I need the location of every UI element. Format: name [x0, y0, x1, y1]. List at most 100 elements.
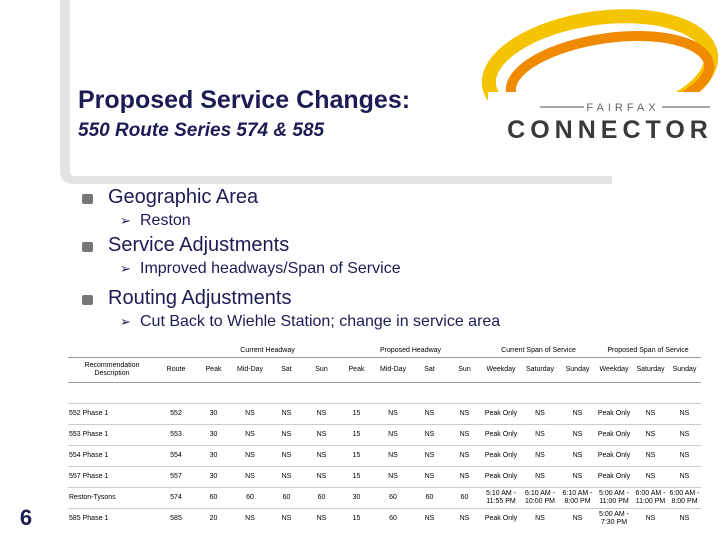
table-cell: NS	[269, 508, 304, 529]
table-cell: NS	[447, 403, 482, 425]
logo-top: FAIRFAX	[586, 102, 659, 114]
table-cell: 585 Phase 1	[68, 508, 156, 529]
service-table: Current Headway Proposed Headway Current S…	[68, 345, 701, 529]
table-cell: NS	[412, 508, 447, 529]
table-cell: Peak Only	[482, 424, 520, 446]
table-cell: NS	[231, 466, 269, 488]
table-cell: NS	[520, 508, 560, 529]
table-cell: NS	[447, 508, 482, 529]
decor: FAIRFAX CONNECTOR	[60, 0, 720, 184]
table-cell: 60	[196, 487, 231, 509]
table-cell: 60	[231, 487, 269, 509]
table-cell: 6:10 AM - 10:00 PM	[520, 487, 560, 509]
column-header: Mid-Day	[231, 357, 269, 383]
table-cell: Peak Only	[482, 466, 520, 488]
table-cell: Peak Only	[482, 445, 520, 467]
table-cell: NS	[374, 466, 412, 488]
table-cell: NS	[374, 424, 412, 446]
table-cell: NS	[520, 445, 560, 467]
table-cell: NS	[560, 445, 595, 467]
table-cell: 553	[156, 424, 196, 446]
table-cell: 15	[339, 508, 374, 529]
table-cell: NS	[269, 466, 304, 488]
bullet-text: Routing Adjustments	[108, 287, 292, 309]
bullet-icon	[82, 295, 93, 305]
table-cell: 554 Phase 1	[68, 445, 156, 467]
column-header: Sat	[412, 357, 447, 383]
table-cell: NS	[560, 403, 595, 425]
table-cell: NS	[374, 445, 412, 467]
table-cell: NS	[412, 466, 447, 488]
table-cell: 15	[339, 445, 374, 467]
table-cell: 557	[156, 466, 196, 488]
table-cell: NS	[374, 403, 412, 425]
table-cell: NS	[520, 424, 560, 446]
group-row: Current Headway Proposed Headway Current S…	[68, 345, 701, 358]
table-cell: NS	[304, 445, 339, 467]
column-header: Weekday	[595, 357, 633, 383]
table-cell: NS	[269, 445, 304, 467]
column-header: Peak	[339, 357, 374, 383]
table-cell: NS	[633, 508, 668, 529]
table-cell: 5:10 AM - 11:55 PM	[482, 487, 520, 509]
table-cell: NS	[668, 508, 701, 529]
table-cell: 15	[339, 424, 374, 446]
table-cell: NS	[304, 424, 339, 446]
bullet-icon	[82, 242, 93, 252]
table-cell: NS	[560, 466, 595, 488]
table-cell: NS	[520, 466, 560, 488]
table-row: 557 Phase 1 557 30 NS NS NS 15 NS NS NS Peak Only N…	[68, 466, 701, 488]
table-cell: Peak Only	[595, 424, 633, 446]
bullet-icon	[82, 194, 93, 204]
table-cell: Peak Only	[482, 508, 520, 529]
table-cell: 30	[339, 487, 374, 509]
column-header: Sunday	[668, 357, 701, 383]
table-cell: NS	[412, 445, 447, 467]
table-cell: 6:00 AM - 8:00 PM	[668, 487, 701, 509]
table-cell: NS	[304, 466, 339, 488]
logo-bottom: CONNECTOR	[507, 116, 713, 144]
table-cell: NS	[412, 424, 447, 446]
table-cell: 5:00 AM - 11:00 PM	[595, 487, 633, 509]
table-cell: 554	[156, 445, 196, 467]
sub-bullet-marker: ➢	[120, 261, 131, 276]
table-cell: 60	[412, 487, 447, 509]
group-header: Proposed Span of Service	[595, 345, 701, 358]
table-cell: 574	[156, 487, 196, 509]
table-cell: 585	[156, 508, 196, 529]
table-cell: 60	[447, 487, 482, 509]
table-cell: 553 Phase 1	[68, 424, 156, 446]
table-cell: Peak Only	[595, 403, 633, 425]
blank-cell	[68, 383, 701, 404]
table-cell: NS	[560, 424, 595, 446]
table-cell: 60	[304, 487, 339, 509]
table-row: Reston-Tysons 574 60 60 60 60 30 60 60 60 5:10 AM …	[68, 487, 701, 509]
group-header: Current Headway	[196, 345, 339, 358]
column-header: Route	[156, 357, 196, 383]
group-header: Proposed Headway	[339, 345, 482, 358]
table-cell: NS	[447, 445, 482, 467]
sub-bullet-marker: ➢	[120, 213, 131, 228]
column-header: Saturday	[633, 357, 668, 383]
bullet-text: Geographic Area	[108, 186, 259, 208]
table-cell: NS	[231, 445, 269, 467]
table-row: 553 Phase 1 553 30 NS NS NS 15 NS NS NS Peak Only N…	[68, 424, 701, 446]
table-cell: 552 Phase 1	[68, 403, 156, 425]
table-cell: 5:00 AM - 7:30 PM	[595, 508, 633, 529]
blank-cell	[68, 345, 196, 358]
table-cell: 552	[156, 403, 196, 425]
table-cell: 15	[339, 466, 374, 488]
table-cell: NS	[447, 466, 482, 488]
table-cell: 30	[196, 466, 231, 488]
table-cell: 30	[196, 424, 231, 446]
table-cell: Peak Only	[482, 403, 520, 425]
table-cell: 557 Phase 1	[68, 466, 156, 488]
column-header: Sun	[304, 357, 339, 383]
table-cell: NS	[633, 466, 668, 488]
column-header: Mid-Day	[374, 357, 412, 383]
table-cell: 60	[269, 487, 304, 509]
sub-bullet-text: Reston	[140, 212, 191, 229]
table-cell: 6:00 AM - 11:00 PM	[633, 487, 668, 509]
table-cell: NS	[304, 403, 339, 425]
